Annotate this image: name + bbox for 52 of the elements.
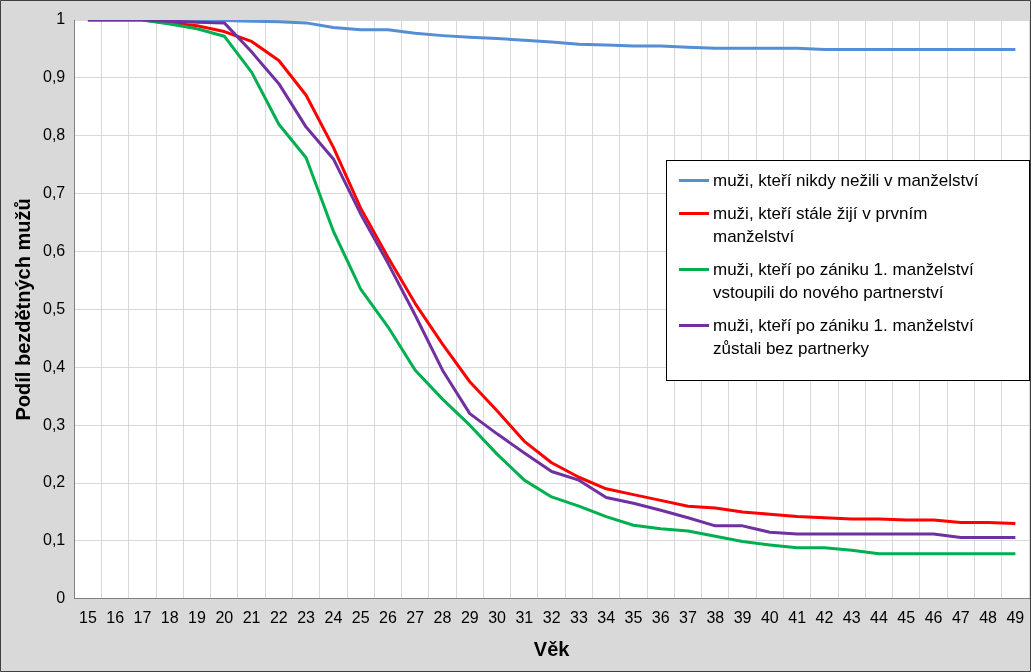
x-tick-label: 44 — [870, 608, 888, 626]
x-tick-label: 21 — [242, 608, 261, 626]
x-tick-label: 45 — [897, 608, 916, 626]
y-tick-label: 0,3 — [42, 415, 66, 433]
legend-label: muži, kteří po zániku 1. manželství zůstali bez partnerky — [713, 315, 975, 360]
x-tick-label: 47 — [951, 608, 970, 626]
x-tick-label: 20 — [215, 608, 234, 626]
x-tick-label: 36 — [651, 608, 670, 626]
x-tick-label: 16 — [106, 608, 125, 626]
x-tick-label: 26 — [379, 608, 397, 626]
x-tick-label: 24 — [324, 608, 343, 626]
legend-label: muži, kteří nikdy nežili v manželství — [713, 170, 979, 192]
x-tick-label: 33 — [570, 608, 588, 626]
x-tick-label: 19 — [188, 608, 206, 626]
y-tick-label: 0,1 — [42, 531, 66, 549]
y-tick-label: 0,2 — [42, 473, 66, 491]
x-tick-label: 39 — [733, 608, 752, 626]
y-tick-label: 0,4 — [42, 357, 66, 375]
y-tick-label: 0,6 — [42, 241, 66, 259]
x-tick-label: 35 — [624, 608, 643, 626]
x-tick-label: 46 — [924, 608, 943, 626]
x-tick-label: 43 — [842, 608, 861, 626]
x-tick-label: 25 — [351, 608, 370, 626]
x-tick-label: 29 — [460, 608, 479, 626]
x-tick-label: 49 — [1006, 608, 1025, 626]
x-tick-label: 15 — [78, 608, 97, 626]
x-tick-label: 48 — [979, 608, 998, 626]
y-tick-label: 0,8 — [42, 126, 66, 144]
x-tick-label: 27 — [406, 608, 425, 626]
x-tick-label: 40 — [760, 608, 779, 626]
x-tick-label: 28 — [433, 608, 452, 626]
y-tick-label: 0 — [56, 589, 66, 607]
x-tick-label: 17 — [133, 608, 152, 626]
y-axis-title: Podíl bezdětných mužů — [11, 198, 34, 421]
x-tick-label: 31 — [515, 608, 534, 626]
x-tick-label: 42 — [815, 608, 834, 626]
legend-label: muži, kteří po zániku 1. manželství vstoupili do nového partnerství — [713, 259, 975, 304]
x-tick-label: 18 — [160, 608, 179, 626]
y-tick-label: 0,9 — [42, 68, 66, 86]
legend-label: muži, kteří stále žijí v prvním manželství — [713, 203, 929, 248]
y-tick-label: 1 — [56, 10, 66, 28]
x-tick-label: 22 — [269, 608, 288, 626]
x-tick-label: 32 — [542, 608, 561, 626]
x-tick-label: 41 — [788, 608, 807, 626]
x-tick-label: 37 — [679, 608, 698, 626]
y-tick-label: 0,5 — [42, 299, 66, 317]
x-tick-label: 34 — [597, 608, 616, 626]
y-tick-label: 0,7 — [42, 184, 66, 202]
x-axis-title: Věk — [533, 637, 571, 660]
x-tick-label: 23 — [297, 608, 316, 626]
x-tick-label: 30 — [488, 608, 507, 626]
x-tick-label: 38 — [706, 608, 725, 626]
